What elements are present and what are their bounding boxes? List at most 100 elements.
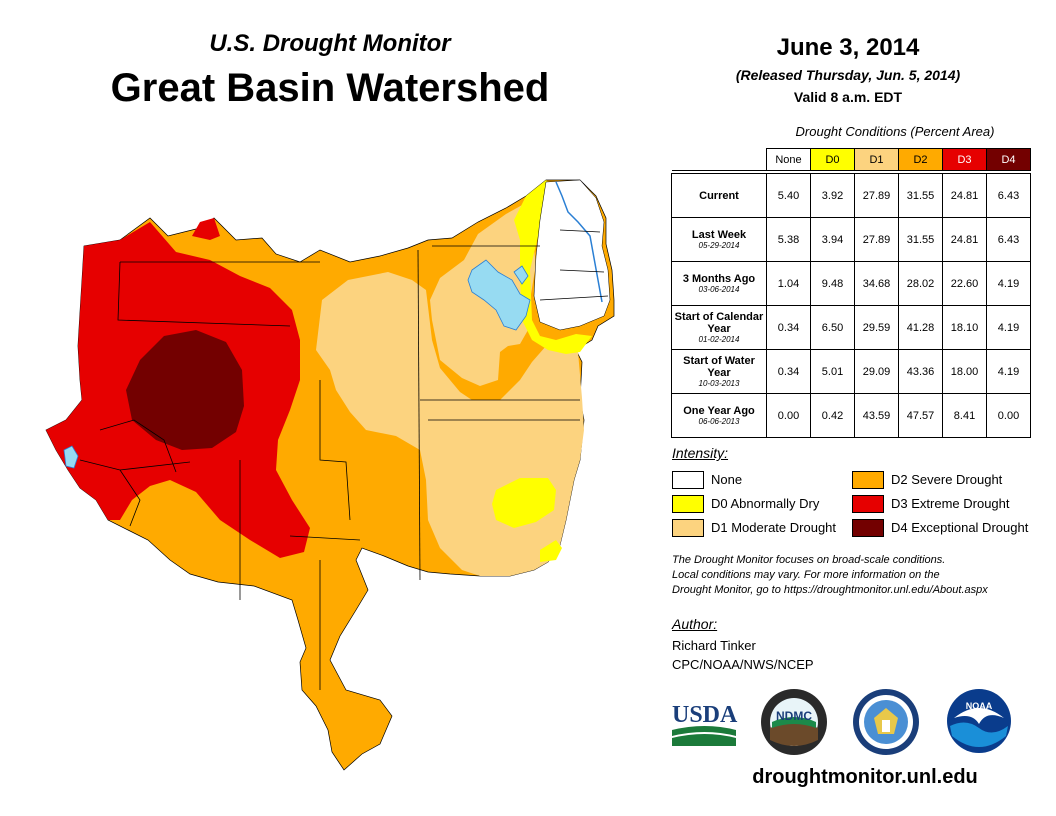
cell-none: 1.04 [766,261,811,306]
map-region-d3-north [192,218,220,240]
cell-d4: 0.00 [986,393,1031,438]
col-d4: D4 [986,148,1031,171]
map-region-d0-se2 [540,540,562,562]
row-label-text: Current [699,189,739,202]
row-date: 01-02-2014 [698,334,740,344]
cell-d4: 6.43 [986,217,1031,262]
cell-d1: 27.89 [854,217,899,262]
map-boundaries [79,229,609,690]
map-date: June 3, 2014 [776,34,920,61]
row-label: Start of Calendar Year 01-02-2014 [671,305,767,350]
map-lake-tahoe [63,445,79,469]
noaa-logo-text: NOAA [966,701,993,711]
cell-d1: 34.68 [854,261,899,306]
col-none: None [766,148,811,171]
legend-swatch-d3 [852,495,884,513]
cell-d1: 29.59 [854,305,899,350]
cell-d3: 24.81 [942,217,987,262]
row-label-text: Last Week [691,228,747,241]
map-subtitle: U.S. Drought Monitor [209,30,451,57]
map-region-none [533,179,611,331]
cell-d0: 0.42 [810,393,855,438]
cell-d0: 3.94 [810,217,855,262]
row-label-text: Start of Calendar Year [674,310,764,335]
col-d2: D2 [898,148,943,171]
cell-none: 5.40 [766,173,811,218]
row-date: 03-06-2014 [698,284,740,294]
row-label-text: 3 Months Ago [682,272,756,285]
author-name: Richard Tinker [672,638,756,653]
col-d0: D0 [810,148,855,171]
legend-swatch-none [672,471,704,489]
row-label-text: One Year Ago [683,404,755,417]
cell-d3: 22.60 [942,261,987,306]
legend-title: Intensity: [672,445,729,461]
cell-d2: 41.28 [898,305,943,350]
ndmc-logo: NDMC [761,689,827,755]
valid-time: Valid 8 a.m. EDT [793,89,903,105]
cell-d0: 3.92 [810,173,855,218]
table-row: Current 5.40 3.92 27.89 31.55 24.81 6.43 [671,173,1031,218]
table-row: Start of Water Year 10-03-2013 0.34 5.01 29.… [671,349,1031,394]
commerce-seal-logo [853,689,919,755]
row-label: 3 Months Ago 03-06-2014 [671,261,767,306]
row-date: 10-03-2013 [698,378,740,388]
cell-d2: 43.36 [898,349,943,394]
note-line-1: The Drought Monitor focuses on broad-sca… [672,554,946,566]
cell-d3: 18.10 [942,305,987,350]
cell-d1: 43.59 [854,393,899,438]
legend-label-d4: D4 Exceptional Drought [891,520,1029,535]
table-row: Last Week 05-29-2014 5.38 3.94 27.89 31.55 24.… [671,217,1031,262]
cell-d1: 29.09 [854,349,899,394]
map-region-d0-se [492,478,556,528]
col-d3: D3 [942,148,987,171]
row-label: One Year Ago 06-06-2013 [671,393,767,438]
legend-label-d0: D0 Abnormally Dry [711,496,820,511]
ndmc-logo-text: NDMC [776,709,812,723]
legend-label-none: None [711,472,743,487]
legend-label-d1: D1 Moderate Drought [711,520,837,535]
table-row: One Year Ago 06-06-2013 0.00 0.42 43.59 47.57… [671,393,1031,438]
cell-d1: 27.89 [854,173,899,218]
legend-swatch-d4 [852,519,884,537]
cell-d2: 28.02 [898,261,943,306]
row-label: Current [671,173,767,218]
cell-d4: 4.19 [986,305,1031,350]
cell-d2: 31.55 [898,217,943,262]
cell-d0: 6.50 [810,305,855,350]
map-lake-great-salt [467,259,531,331]
cell-none: 0.34 [766,305,811,350]
cell-d4: 6.43 [986,173,1031,218]
table-caption: Drought Conditions (Percent Area) [795,124,995,139]
cell-d3: 8.41 [942,393,987,438]
row-date: 05-29-2014 [698,240,740,250]
col-d1: D1 [854,148,899,171]
cell-d4: 4.19 [986,349,1031,394]
legend-label-d2: D2 Severe Drought [891,472,1003,487]
cell-d3: 24.81 [942,173,987,218]
website-url[interactable]: droughtmonitor.unl.edu [752,766,978,788]
cell-d2: 31.55 [898,173,943,218]
legend-label-d3: D3 Extreme Drought [891,496,1010,511]
cell-none: 5.38 [766,217,811,262]
row-label: Last Week 05-29-2014 [671,217,767,262]
legend-swatch-d2 [852,471,884,489]
disclaimer-note: The Drought Monitor focuses on broad-sca… [672,553,1052,598]
usda-logo-text: USDA [672,702,738,728]
usda-logo: USDA [672,702,738,746]
row-label-text: Start of Water Year [683,354,755,379]
table-header-row: None D0 D1 D2 D3 D4 [672,148,1031,171]
map-river [555,181,603,303]
drought-table: None D0 D1 D2 D3 D4 Current 5.40 3.92 27.89… [671,148,1031,438]
row-label: Start of Water Year 10-03-2013 [671,349,767,394]
note-line-3: Drought Monitor, go to https://droughtmo… [672,584,988,596]
noaa-logo: NOAA [947,689,1011,753]
author-title: Author: [672,616,718,632]
legend-swatch-d1 [672,519,704,537]
map-region-d0-ne [514,180,592,354]
map-region-d4 [126,330,244,450]
table-corner [672,149,767,171]
cell-d0: 9.48 [810,261,855,306]
note-line-2: Local conditions may vary. For more info… [672,569,940,581]
map-lake-utah [513,265,529,285]
